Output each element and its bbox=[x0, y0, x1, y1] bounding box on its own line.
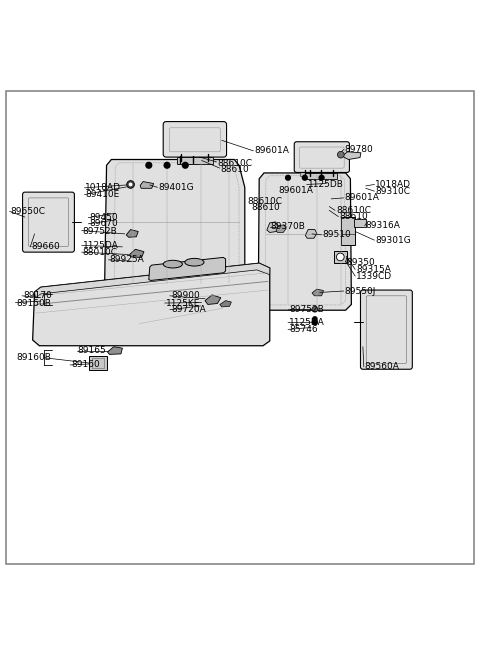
Polygon shape bbox=[220, 301, 231, 307]
Text: 88610C: 88610C bbox=[248, 197, 283, 206]
Circle shape bbox=[336, 253, 344, 261]
Polygon shape bbox=[35, 263, 270, 298]
Polygon shape bbox=[149, 257, 226, 280]
Text: 1018AD: 1018AD bbox=[85, 183, 121, 193]
Polygon shape bbox=[126, 230, 138, 237]
Text: 1125KE: 1125KE bbox=[166, 299, 200, 307]
FancyBboxPatch shape bbox=[305, 173, 337, 179]
Text: 88010C: 88010C bbox=[83, 248, 118, 257]
Text: 89370B: 89370B bbox=[271, 222, 306, 231]
Circle shape bbox=[127, 181, 134, 188]
Text: 89410E: 89410E bbox=[85, 190, 120, 199]
Text: 85746: 85746 bbox=[289, 325, 318, 334]
Text: 89170: 89170 bbox=[23, 291, 52, 301]
Text: 89301G: 89301G bbox=[375, 236, 411, 244]
Text: 89316A: 89316A bbox=[366, 221, 401, 231]
Text: 89450: 89450 bbox=[89, 213, 118, 222]
Text: 89315A: 89315A bbox=[356, 265, 391, 274]
Text: 89560A: 89560A bbox=[365, 362, 400, 371]
Circle shape bbox=[312, 320, 318, 325]
Polygon shape bbox=[130, 250, 144, 257]
Text: 89925A: 89925A bbox=[109, 255, 144, 265]
Polygon shape bbox=[258, 173, 351, 310]
Polygon shape bbox=[108, 346, 122, 354]
Circle shape bbox=[286, 176, 290, 180]
Polygon shape bbox=[205, 295, 221, 305]
FancyBboxPatch shape bbox=[360, 290, 412, 369]
Circle shape bbox=[164, 162, 170, 168]
Text: 1339CD: 1339CD bbox=[356, 272, 392, 280]
Text: 89350: 89350 bbox=[347, 257, 375, 267]
Circle shape bbox=[302, 176, 307, 180]
FancyBboxPatch shape bbox=[294, 141, 349, 172]
FancyBboxPatch shape bbox=[354, 219, 366, 227]
Polygon shape bbox=[140, 181, 154, 188]
Circle shape bbox=[312, 307, 318, 312]
Text: 89601A: 89601A bbox=[345, 193, 380, 202]
FancyBboxPatch shape bbox=[177, 157, 213, 164]
Text: 88610C: 88610C bbox=[217, 159, 252, 168]
Text: 1125DB: 1125DB bbox=[308, 180, 344, 189]
Ellipse shape bbox=[163, 260, 182, 268]
FancyBboxPatch shape bbox=[23, 192, 74, 252]
Polygon shape bbox=[343, 152, 361, 160]
Polygon shape bbox=[267, 222, 278, 233]
FancyBboxPatch shape bbox=[89, 356, 107, 369]
Circle shape bbox=[182, 162, 188, 168]
Text: 89160: 89160 bbox=[71, 360, 100, 369]
FancyBboxPatch shape bbox=[163, 122, 227, 157]
FancyBboxPatch shape bbox=[300, 169, 326, 176]
Text: 88610: 88610 bbox=[251, 204, 280, 212]
FancyBboxPatch shape bbox=[334, 251, 347, 263]
Text: 89401G: 89401G bbox=[158, 183, 194, 193]
Circle shape bbox=[146, 162, 152, 168]
Text: 89650C: 89650C bbox=[11, 207, 46, 216]
Circle shape bbox=[337, 151, 344, 158]
Text: 89510: 89510 bbox=[323, 231, 351, 239]
Text: 89752B: 89752B bbox=[289, 305, 324, 314]
Text: 1125DA: 1125DA bbox=[289, 318, 324, 328]
Circle shape bbox=[319, 176, 324, 180]
Text: 89150B: 89150B bbox=[16, 299, 51, 307]
Polygon shape bbox=[312, 289, 324, 296]
Circle shape bbox=[312, 316, 317, 321]
Text: 89550J: 89550J bbox=[345, 286, 376, 295]
Text: 89601A: 89601A bbox=[278, 186, 313, 195]
Text: 89310C: 89310C bbox=[375, 187, 410, 196]
Polygon shape bbox=[276, 225, 286, 233]
Circle shape bbox=[129, 183, 132, 187]
Text: 89160B: 89160B bbox=[16, 353, 51, 362]
Text: 89780: 89780 bbox=[345, 145, 373, 154]
FancyBboxPatch shape bbox=[341, 217, 355, 245]
FancyBboxPatch shape bbox=[178, 157, 197, 164]
Text: 89720A: 89720A bbox=[171, 305, 205, 314]
Text: 1018AD: 1018AD bbox=[375, 180, 411, 189]
Polygon shape bbox=[105, 160, 245, 290]
Polygon shape bbox=[33, 263, 270, 346]
Text: 89601A: 89601A bbox=[254, 146, 289, 155]
Text: 88610: 88610 bbox=[339, 212, 368, 221]
Text: 89752B: 89752B bbox=[83, 227, 117, 236]
Text: 89660: 89660 bbox=[31, 242, 60, 252]
Text: 1125DA: 1125DA bbox=[83, 241, 118, 250]
Text: 88610: 88610 bbox=[221, 165, 250, 174]
Text: 89165: 89165 bbox=[78, 346, 107, 355]
Text: 89670: 89670 bbox=[89, 219, 118, 229]
Text: 89900: 89900 bbox=[171, 291, 200, 301]
Polygon shape bbox=[305, 230, 317, 238]
Ellipse shape bbox=[185, 258, 204, 266]
Text: 88610C: 88610C bbox=[336, 206, 371, 215]
